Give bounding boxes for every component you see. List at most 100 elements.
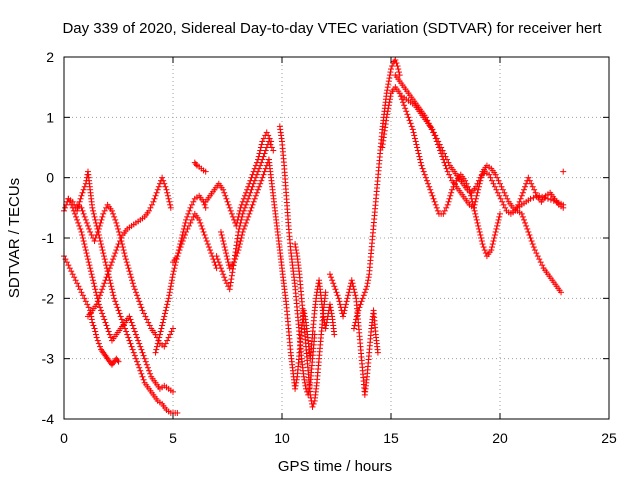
data-point (311, 331, 318, 338)
data-point (143, 361, 150, 368)
data-point (137, 343, 144, 350)
data-point (244, 198, 251, 205)
data-point (65, 195, 72, 202)
data-point (255, 168, 262, 175)
data-point (104, 325, 111, 332)
data-point (531, 247, 538, 254)
data-point (76, 286, 83, 293)
data-point (179, 238, 186, 245)
data-point (112, 298, 119, 305)
data-point (490, 180, 497, 187)
data-point (411, 135, 418, 142)
data-point (327, 304, 334, 311)
data-point (74, 216, 81, 223)
data-point (198, 222, 205, 229)
data-point (253, 189, 260, 196)
x-tick-labels: 0 5 10 15 20 25 (60, 430, 617, 446)
data-point (155, 183, 162, 190)
data-point (75, 283, 82, 290)
data-point (170, 325, 176, 332)
data-point (82, 244, 89, 251)
data-point (389, 63, 396, 70)
data-point (156, 334, 163, 341)
data-point (128, 274, 135, 281)
chart-title: Day 339 of 2020, Sidereal Day-to-day VTE… (62, 20, 602, 37)
data-point (69, 271, 76, 278)
data-point (259, 174, 266, 181)
data-point (422, 174, 429, 181)
data-point (525, 228, 532, 235)
data-point (95, 340, 102, 347)
data-point (332, 286, 339, 293)
data-point (441, 150, 448, 157)
data-point (396, 90, 403, 97)
y-tick-label: -4 (42, 411, 55, 427)
data-point (220, 241, 227, 248)
data-point (100, 250, 107, 257)
data-point (243, 201, 250, 208)
data-point (218, 231, 225, 238)
data-point (151, 195, 158, 202)
data-point (170, 271, 176, 278)
data-point (340, 313, 347, 320)
data-point (81, 213, 88, 220)
data-point (220, 271, 227, 278)
data-point (96, 222, 103, 229)
data-point (110, 210, 117, 217)
data-point (414, 147, 421, 154)
data-point (200, 228, 207, 235)
data-point (101, 207, 108, 214)
data-point (408, 123, 415, 130)
data-point (100, 210, 107, 217)
data-point (201, 231, 208, 238)
data-point (223, 250, 230, 257)
data-point (127, 271, 134, 278)
data-point (233, 253, 240, 260)
data-point (523, 180, 530, 187)
data-point (462, 177, 469, 184)
data-point (161, 343, 168, 350)
data-point (81, 295, 88, 302)
data-point (118, 316, 125, 323)
data-point (80, 210, 87, 217)
data-point (420, 168, 427, 175)
data-point (530, 194, 537, 201)
data-point (493, 225, 500, 232)
data-point (409, 126, 416, 133)
data-point (62, 256, 69, 263)
data-point (443, 156, 450, 163)
data-point (261, 168, 268, 175)
y-tick-labels: -4 -3 -2 -1 0 1 2 (42, 49, 55, 427)
data-point (107, 334, 114, 341)
data-point (518, 192, 525, 199)
data-point (478, 235, 485, 241)
data-point (155, 337, 162, 344)
data-point (423, 177, 430, 184)
data-point (413, 141, 420, 148)
data-point (236, 222, 243, 229)
data-point (529, 241, 536, 248)
data-point (491, 231, 498, 238)
data-point (167, 286, 174, 293)
data-point (443, 204, 450, 211)
data-point (256, 165, 263, 172)
data-point (238, 216, 245, 223)
data-point (116, 238, 123, 245)
data-point (62, 204, 69, 211)
data-point (438, 144, 445, 151)
data-point (79, 189, 86, 196)
data-point (394, 63, 401, 70)
data-point (126, 313, 133, 320)
data-point (240, 207, 247, 214)
data-point (248, 186, 255, 193)
data-point (446, 171, 453, 178)
data-point (77, 195, 84, 202)
data-point (164, 192, 171, 199)
data-point (135, 361, 142, 368)
data-point (374, 349, 381, 356)
data-point (260, 135, 267, 142)
data-point (502, 204, 509, 211)
data-point (429, 126, 436, 133)
data-point (92, 216, 99, 223)
data-point (74, 280, 81, 287)
